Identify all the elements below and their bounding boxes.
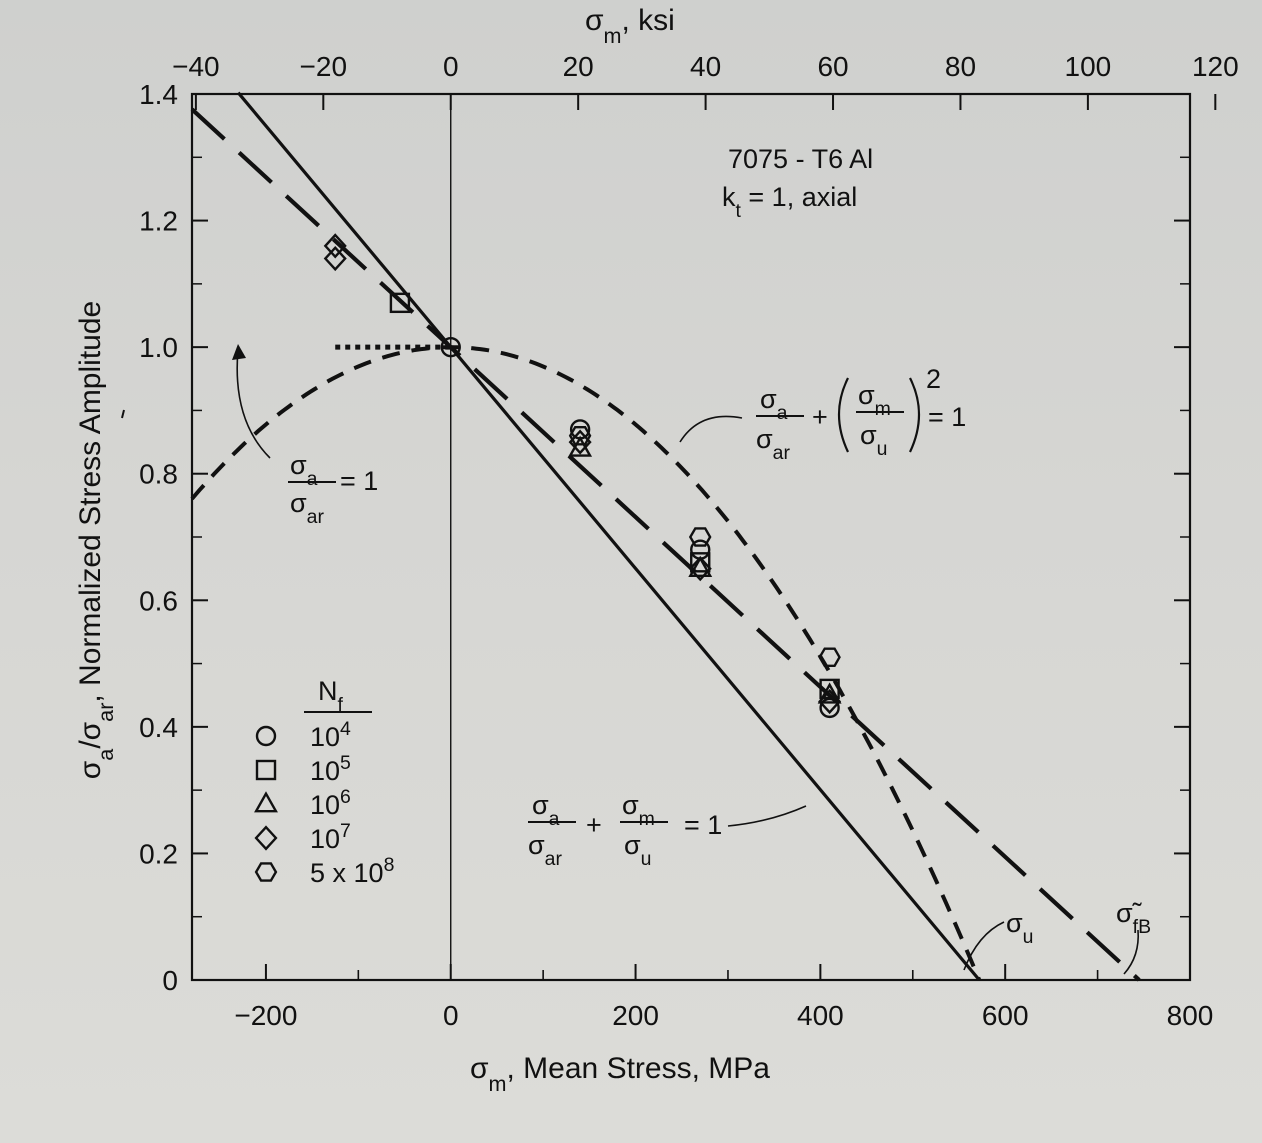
eq3-denominator-2: σu — [624, 830, 651, 870]
data-point-triangle — [817, 682, 842, 704]
eq1-denominator: σar — [290, 488, 324, 528]
sigma-fb-label: σ̃fB — [1116, 898, 1151, 938]
y-tick-label: 0.4 — [139, 712, 178, 743]
legend-label: 5 x 108 — [310, 854, 394, 888]
y-tick-label: 1.4 — [139, 79, 178, 110]
legend-marker-circle — [255, 725, 277, 747]
eq2-rhs: = 1 — [928, 402, 966, 432]
x-top-tick-label: 20 — [563, 51, 594, 82]
data-point-diamond — [688, 556, 712, 582]
x-axis-title-top: σm, ksi — [585, 4, 675, 48]
sigma-fb-leader — [1123, 929, 1140, 975]
data-point-square — [819, 678, 840, 700]
y-axis-title: σa/σar, Normalized Stress Amplitude — [74, 301, 118, 779]
curve-morrow-line — [190, 107, 1141, 982]
x-top-tick-label: −40 — [172, 51, 220, 82]
x-tick-label: 600 — [982, 1000, 1029, 1031]
y-tick-label: 0.8 — [139, 459, 178, 490]
eq3-leader — [727, 805, 807, 827]
legend-label: 106 — [310, 786, 351, 820]
eq1-numerator: σa — [290, 450, 318, 490]
condition-label: kt = 1, axial — [722, 182, 857, 222]
eq3-rhs: = 1 — [684, 810, 722, 840]
data-point-hexagon — [818, 647, 841, 667]
eq3-plus: + — [586, 810, 602, 840]
legend-label: 104 — [310, 718, 351, 752]
eq3-numerator: σa — [532, 790, 560, 830]
scan-mark — [121, 409, 125, 419]
x-tick-label: 800 — [1167, 1000, 1214, 1031]
legend-label: 105 — [310, 752, 351, 786]
x-tick-label: 0 — [443, 1000, 459, 1031]
x-top-tick-label: −20 — [300, 51, 348, 82]
eq2-inner-denominator: σu — [860, 420, 887, 460]
legend-title: Nf — [318, 676, 344, 716]
y-tick-label: 0 — [162, 965, 178, 996]
data-point-diamond — [323, 245, 347, 272]
material-label: 7075 - T6 Al — [728, 144, 873, 174]
legend-marker-triangle — [254, 791, 278, 813]
y-tick-label: 1.2 — [139, 206, 178, 237]
data-point-hexagon — [688, 527, 712, 547]
legend-marker-square — [255, 759, 277, 781]
sigma-u-label: σu — [1006, 908, 1033, 948]
data-point-circle — [440, 336, 461, 358]
eq2-right-paren — [909, 377, 920, 453]
eq2-plus: + — [812, 402, 828, 432]
y-tick-label: 0.6 — [139, 585, 178, 616]
data-point-square — [389, 292, 411, 314]
eq1-leader — [236, 349, 271, 459]
eq2-leader — [679, 415, 743, 443]
y-tick-label: 0.2 — [139, 838, 178, 869]
curve-goodman-line — [236, 91, 981, 982]
eq3-denominator: σar — [528, 830, 562, 870]
eq2-denominator: σar — [756, 424, 790, 464]
eq2-numerator: σa — [760, 384, 788, 424]
x-tick-label: 200 — [612, 1000, 659, 1031]
sigma-u-leader — [963, 921, 1005, 971]
eq3-numerator-2: σm — [622, 790, 655, 830]
legend-label: 107 — [310, 820, 351, 854]
x-axis-title-bottom: σm, Mean Stress, MPa — [470, 1052, 770, 1096]
y-tick-label: 1.0 — [139, 332, 178, 363]
x-tick-label: −200 — [234, 1000, 297, 1031]
data-point-diamond — [818, 688, 842, 715]
x-top-tick-label: 120 — [1192, 51, 1239, 82]
x-top-tick-label: 80 — [945, 51, 976, 82]
x-top-tick-label: 60 — [817, 51, 848, 82]
legend-marker-diamond — [254, 825, 278, 851]
eq2-inner-numerator: σm — [858, 380, 891, 420]
data-point-diamond — [568, 429, 592, 455]
data-point-hexagon — [568, 426, 592, 446]
x-top-tick-label: 40 — [690, 51, 721, 82]
curve-gerber-parabola — [190, 345, 982, 981]
eq2-exponent: 2 — [926, 364, 941, 394]
data-point-triangle — [688, 555, 713, 578]
x-tick-label: 400 — [797, 1000, 844, 1031]
data-point-square — [690, 552, 711, 573]
data-point-diamond — [323, 233, 347, 259]
legend-marker-hexagon — [254, 862, 278, 882]
eq1-rhs: = 1 — [340, 466, 378, 496]
eq1-leader-arrowhead — [232, 344, 246, 360]
x-top-tick-label: 100 — [1065, 51, 1112, 82]
x-top-tick-label: 0 — [443, 51, 459, 82]
eq2-left-paren — [838, 377, 849, 453]
